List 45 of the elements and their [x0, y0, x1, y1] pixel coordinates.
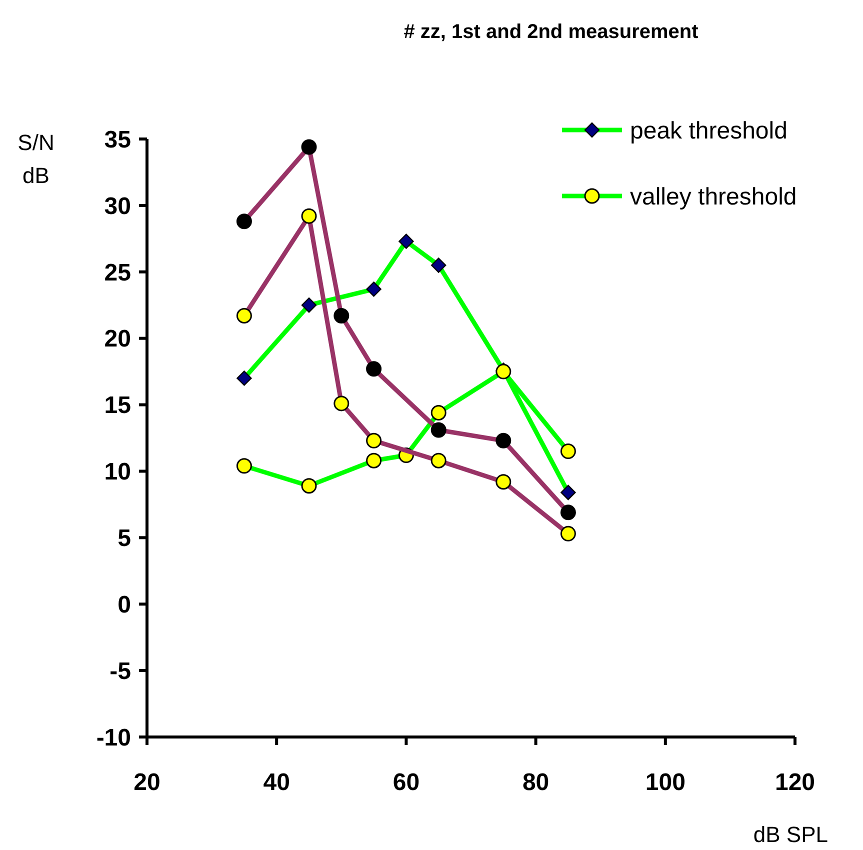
point	[366, 432, 382, 448]
y-tick-label: -5	[110, 658, 131, 685]
x-tick-label: 60	[392, 769, 420, 796]
y-tick-label: 15	[104, 392, 131, 420]
chart-title: # zz, 1st and 2nd measurement	[404, 21, 699, 43]
point	[366, 282, 382, 297]
point	[301, 208, 317, 224]
point	[560, 484, 576, 500]
y-tick-label: 20	[104, 326, 131, 353]
y-tick-label: -10	[96, 724, 131, 752]
point	[301, 139, 317, 155]
point	[431, 258, 446, 273]
point	[560, 526, 576, 542]
legend-label: valley threshold	[630, 183, 797, 210]
point	[236, 458, 252, 474]
point	[398, 234, 414, 249]
y-tick-label: 25	[104, 259, 131, 286]
point	[334, 396, 350, 412]
point	[366, 361, 382, 377]
point	[366, 452, 382, 468]
point	[560, 504, 576, 520]
point	[430, 422, 446, 438]
legend-label: peak threshold	[630, 117, 788, 144]
point	[430, 405, 446, 420]
x-tick-label: 40	[263, 769, 290, 796]
y-tick-label: 30	[104, 192, 131, 220]
y-tick-label: 35	[104, 126, 131, 154]
point	[236, 370, 252, 386]
x-axis-title: dB SPL	[753, 822, 828, 847]
y-tick-label: 10	[104, 458, 131, 486]
point	[334, 308, 350, 324]
y-tick-label: 0	[118, 592, 131, 619]
x-tick-label: 100	[645, 769, 686, 796]
point	[236, 308, 252, 324]
point	[301, 298, 317, 313]
point	[236, 214, 252, 230]
point	[496, 474, 512, 490]
x-tick-label: 120	[774, 769, 816, 796]
y-axis-title: S/N dB	[18, 130, 54, 188]
point	[301, 478, 317, 494]
point	[560, 444, 576, 460]
x-tick-label: 80	[522, 769, 550, 796]
y-tick-label: 5	[118, 525, 131, 552]
point	[430, 452, 446, 468]
point	[496, 432, 512, 448]
